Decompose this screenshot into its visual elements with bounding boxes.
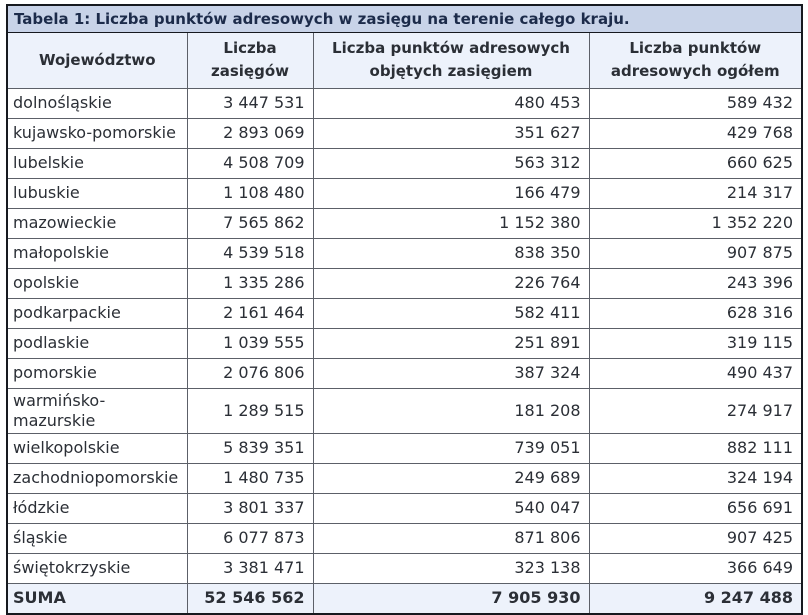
cell-punkty-objete: 838 350 — [312, 237, 590, 269]
table-row: pomorskie 2 076 806 387 324 490 437 — [6, 357, 803, 389]
cell-wojewodztwo: wielkopolskie — [6, 432, 188, 464]
cell-punkty-ogolem: 429 768 — [588, 117, 803, 149]
cell-wojewodztwo: lubelskie — [6, 147, 188, 179]
table-row: mazowieckie 7 565 862 1 152 380 1 352 220 — [6, 207, 803, 239]
cell-wojewodztwo: zachodniopomorskie — [6, 462, 188, 494]
cell-wojewodztwo: podkarpackie — [6, 297, 188, 329]
cell-liczba-zasiegow: 2 893 069 — [186, 117, 314, 149]
table-row: świętokrzyskie 3 381 471 323 138 366 649 — [6, 552, 803, 584]
table-body: dolnośląskie 3 447 531 480 453 589 432 kujaw… — [6, 87, 803, 614]
cell-liczba-zasiegow: 1 335 286 — [186, 267, 314, 299]
cell-punkty-ogolem: 274 917 — [588, 387, 803, 434]
cell-liczba-zasiegow: 2 076 806 — [186, 357, 314, 389]
cell-wojewodztwo: dolnośląskie — [6, 87, 188, 119]
cell-punkty-ogolem: 656 691 — [588, 492, 803, 524]
cell-wojewodztwo: podlaskie — [6, 327, 188, 359]
cell-liczba-zasiegow: 1 289 515 — [186, 387, 314, 434]
cell-punkty-objete: 181 208 — [312, 387, 590, 434]
cell-liczba-zasiegow: 1 108 480 — [186, 177, 314, 209]
address-points-table: Tabela 1: Liczba punktów adresowych w za… — [6, 4, 804, 615]
cell-punkty-objete: 563 312 — [312, 147, 590, 179]
table-row: warmińsko-mazurskie 1 289 515 181 208 274 9… — [6, 387, 803, 434]
suma-liczba-zasiegow: 52 546 562 — [186, 582, 314, 614]
cell-wojewodztwo: kujawsko-pomorskie — [6, 117, 188, 149]
column-header-punkty-objete-zasiegiem: Liczba punktów adresowych objętych zasię… — [312, 32, 590, 89]
cell-punkty-objete: 480 453 — [312, 87, 590, 119]
cell-punkty-ogolem: 1 352 220 — [588, 207, 803, 239]
cell-punkty-ogolem: 214 317 — [588, 177, 803, 209]
table-title-row: Tabela 1: Liczba punktów adresowych w za… — [6, 4, 803, 33]
cell-liczba-zasiegow: 2 161 464 — [186, 297, 314, 329]
cell-punkty-ogolem: 907 875 — [588, 237, 803, 269]
cell-punkty-ogolem: 907 425 — [588, 522, 803, 554]
cell-wojewodztwo: śląskie — [6, 522, 188, 554]
cell-wojewodztwo: pomorskie — [6, 357, 188, 389]
cell-punkty-objete: 1 152 380 — [312, 207, 590, 239]
table-row: dolnośląskie 3 447 531 480 453 589 432 — [6, 87, 803, 119]
suma-punkty-ogolem: 9 247 488 — [588, 582, 803, 614]
cell-wojewodztwo: warmińsko-mazurskie — [6, 387, 188, 434]
cell-punkty-objete: 226 764 — [312, 267, 590, 299]
cell-punkty-ogolem: 589 432 — [588, 87, 803, 119]
cell-punkty-objete: 871 806 — [312, 522, 590, 554]
cell-punkty-objete: 249 689 — [312, 462, 590, 494]
cell-wojewodztwo: mazowieckie — [6, 207, 188, 239]
table-row: podkarpackie 2 161 464 582 411 628 316 — [6, 297, 803, 329]
cell-punkty-objete: 166 479 — [312, 177, 590, 209]
table-row: podlaskie 1 039 555 251 891 319 115 — [6, 327, 803, 359]
cell-punkty-objete: 351 627 — [312, 117, 590, 149]
table-row: lubuskie 1 108 480 166 479 214 317 — [6, 177, 803, 209]
cell-wojewodztwo: lubuskie — [6, 177, 188, 209]
table-title: Tabela 1: Liczba punktów adresowych w za… — [6, 4, 803, 33]
cell-punkty-ogolem: 366 649 — [588, 552, 803, 584]
column-header-wojewodztwo: Województwo — [6, 32, 188, 89]
suma-punkty-objete: 7 905 930 — [312, 582, 590, 614]
cell-liczba-zasiegow: 7 565 862 — [186, 207, 314, 239]
cell-liczba-zasiegow: 5 839 351 — [186, 432, 314, 464]
cell-liczba-zasiegow: 1 480 735 — [186, 462, 314, 494]
cell-liczba-zasiegow: 4 508 709 — [186, 147, 314, 179]
cell-wojewodztwo: opolskie — [6, 267, 188, 299]
table-row: łódzkie 3 801 337 540 047 656 691 — [6, 492, 803, 524]
table-row: wielkopolskie 5 839 351 739 051 882 111 — [6, 432, 803, 464]
cell-wojewodztwo: świętokrzyskie — [6, 552, 188, 584]
table-row: małopolskie 4 539 518 838 350 907 875 — [6, 237, 803, 269]
cell-punkty-ogolem: 882 111 — [588, 432, 803, 464]
cell-liczba-zasiegow: 3 447 531 — [186, 87, 314, 119]
cell-punkty-objete: 387 324 — [312, 357, 590, 389]
cell-punkty-objete: 323 138 — [312, 552, 590, 584]
suma-label: SUMA — [6, 582, 188, 614]
cell-punkty-objete: 251 891 — [312, 327, 590, 359]
cell-liczba-zasiegow: 1 039 555 — [186, 327, 314, 359]
cell-punkty-objete: 582 411 — [312, 297, 590, 329]
cell-liczba-zasiegow: 3 801 337 — [186, 492, 314, 524]
cell-liczba-zasiegow: 3 381 471 — [186, 552, 314, 584]
cell-wojewodztwo: małopolskie — [6, 237, 188, 269]
cell-liczba-zasiegow: 4 539 518 — [186, 237, 314, 269]
cell-punkty-ogolem: 490 437 — [588, 357, 803, 389]
cell-punkty-ogolem: 319 115 — [588, 327, 803, 359]
table-row: opolskie 1 335 286 226 764 243 396 — [6, 267, 803, 299]
column-header-punkty-ogolem: Liczba punktów adresowych ogółem — [588, 32, 803, 89]
cell-punkty-objete: 540 047 — [312, 492, 590, 524]
cell-punkty-ogolem: 660 625 — [588, 147, 803, 179]
table-header-row: Województwo Liczba zasięgów Liczba punkt… — [6, 32, 803, 89]
cell-liczba-zasiegow: 6 077 873 — [186, 522, 314, 554]
cell-punkty-ogolem: 628 316 — [588, 297, 803, 329]
table-row: kujawsko-pomorskie 2 893 069 351 627 429 76… — [6, 117, 803, 149]
table-row: śląskie 6 077 873 871 806 907 425 — [6, 522, 803, 554]
cell-punkty-objete: 739 051 — [312, 432, 590, 464]
cell-punkty-ogolem: 324 194 — [588, 462, 803, 494]
table-row: lubelskie 4 508 709 563 312 660 625 — [6, 147, 803, 179]
table-1-container: Tabela 1: Liczba punktów adresowych w za… — [6, 4, 804, 615]
cell-wojewodztwo: łódzkie — [6, 492, 188, 524]
suma-row: SUMA 52 546 562 7 905 930 9 247 488 — [6, 582, 803, 614]
table-row: zachodniopomorskie 1 480 735 249 689 324 19… — [6, 462, 803, 494]
column-header-liczba-zasiegow: Liczba zasięgów — [186, 32, 314, 89]
cell-punkty-ogolem: 243 396 — [588, 267, 803, 299]
